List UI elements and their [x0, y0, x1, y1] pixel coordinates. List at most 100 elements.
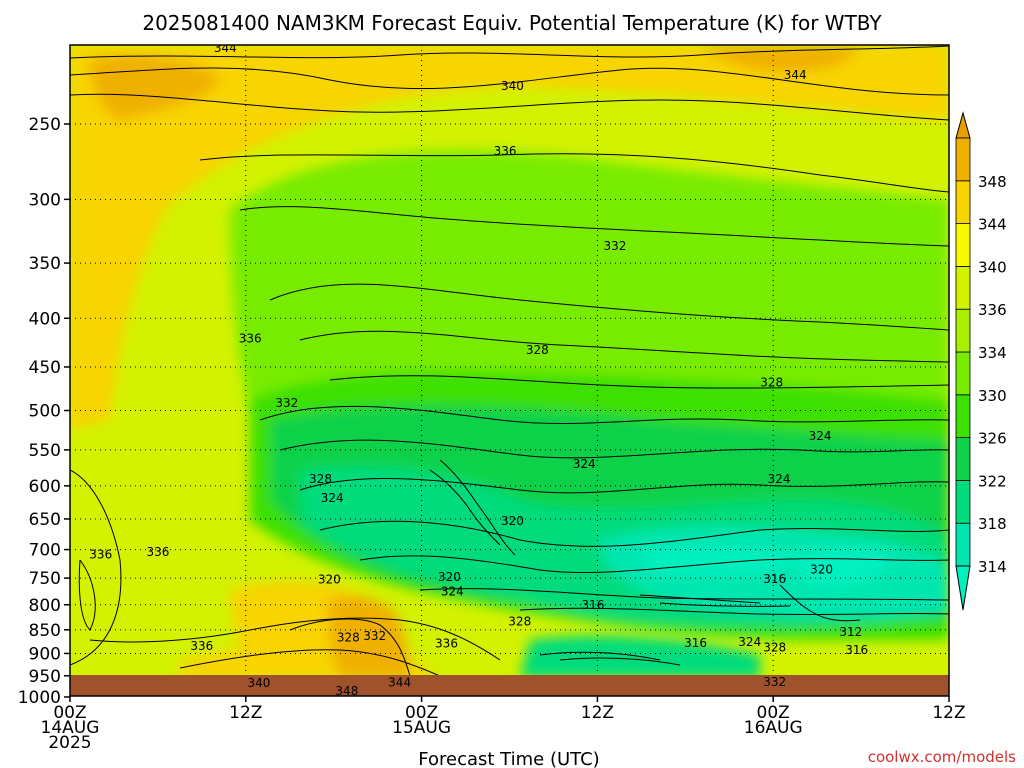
contour-label: 336 — [89, 547, 112, 561]
colorbar-swatch — [955, 308, 971, 353]
chart-title: 2025081400 NAM3KM Forecast Equiv. Potent… — [142, 11, 882, 35]
contour-label: 340 — [248, 676, 271, 690]
x-tick-label: 12Z — [932, 703, 965, 723]
contour-label: 332 — [604, 239, 627, 253]
colorbar-label: 330 — [978, 387, 1007, 405]
contour-label: 336 — [190, 639, 213, 653]
y-tick-label: 950 — [29, 667, 61, 687]
contour-label: 332 — [275, 396, 298, 410]
colorbar-swatch — [955, 223, 971, 267]
contour-label: 336 — [146, 545, 169, 559]
colorbar-extend-bottom — [955, 565, 971, 611]
colorbar-swatch — [955, 265, 971, 310]
y-tick-label: 900 — [29, 644, 61, 664]
contour-label: 324 — [809, 429, 832, 443]
contour-318 — [359, 555, 949, 574]
contour-label: 336 — [239, 331, 262, 345]
contour-surface-1 — [539, 651, 661, 661]
contour-label: 324 — [573, 457, 596, 471]
colorbar-label: 334 — [978, 344, 1007, 362]
contour-label: 336 — [435, 637, 458, 651]
contour-label: 316 — [582, 598, 605, 612]
y-tick-label: 800 — [29, 596, 61, 616]
x-tick-label: 16AUG — [744, 718, 803, 738]
contour-label: 344 — [388, 675, 411, 689]
contour-316 — [419, 588, 949, 601]
x-tick-label: 14AUG — [41, 718, 100, 738]
x-tick-label: 12Z — [581, 703, 614, 723]
contour-340 — [70, 93, 949, 121]
contour-324 — [279, 439, 949, 459]
plot-area: 3443443403443363323363283283323243243283… — [70, 41, 949, 698]
contour-label: 328 — [337, 631, 360, 645]
contour-label: 312 — [839, 625, 862, 639]
x-tick-label: 12Z — [229, 703, 262, 723]
x-axis-label: Forecast Time (UTC) — [418, 749, 599, 768]
region-336-west — [70, 430, 124, 660]
contour-label: 332 — [363, 629, 386, 643]
plot-frame — [69, 44, 950, 697]
colorbar-label: 318 — [978, 515, 1007, 533]
contour-label: 324 — [321, 491, 344, 505]
y-tick-label: 450 — [29, 358, 61, 378]
contour-label: 328 — [760, 375, 783, 389]
colorbar-swatch — [955, 137, 971, 182]
region-below-314 — [640, 547, 810, 575]
contour-label: 320 — [438, 570, 461, 584]
colorbar: 314 318 322 326 330 334 336 340 344 348 — [955, 111, 1007, 611]
contour-label: 320 — [501, 514, 524, 528]
y-tick-label: 400 — [29, 309, 61, 329]
ground-below-surface — [70, 675, 949, 696]
colorbar-label: 326 — [978, 430, 1007, 448]
contour-label: 344 — [214, 41, 237, 55]
contour-labels: 3443443403443363323363283283323243243283… — [89, 41, 868, 698]
colorbar-swatch — [955, 180, 971, 225]
region-348-top-east — [700, 45, 860, 72]
region-344 — [70, 45, 949, 320]
contour-label: 328 — [763, 640, 786, 654]
x-tick-label: 15AUG — [392, 718, 451, 738]
contour-328-upper — [299, 330, 949, 363]
contour-lines — [70, 45, 949, 677]
contour-328 — [329, 375, 949, 389]
colorbar-swatch — [955, 522, 971, 567]
colorbar-swatch — [955, 394, 971, 438]
colorbar-swatch — [955, 437, 971, 481]
colorbar-swatch — [955, 479, 971, 524]
colorbar-extend-top — [955, 111, 971, 139]
contour-label: 316 — [845, 643, 868, 657]
x-tick-label: 00Z — [53, 703, 86, 723]
y-tick-label: 350 — [29, 254, 61, 274]
credit-link[interactable]: coolwx.com/models — [868, 748, 1016, 766]
colorbar-label: 344 — [978, 216, 1007, 234]
y-tick-label: 500 — [29, 402, 61, 422]
contour-322 — [299, 477, 949, 494]
contour-label: 328 — [508, 614, 531, 628]
gridlines — [70, 45, 949, 696]
colorbar-label: 340 — [978, 258, 1007, 276]
contour-label: 324 — [441, 585, 464, 599]
colorbar-swatch — [955, 351, 971, 396]
contour-314 — [519, 607, 949, 616]
contour-steep-1 — [429, 469, 501, 546]
contour-344 — [70, 67, 949, 96]
contour-label: 340 — [501, 79, 524, 93]
colorbar-label: 314 — [978, 558, 1007, 576]
contour-label: 316 — [763, 572, 786, 586]
contour-348 — [70, 45, 949, 59]
y-tick-label: 600 — [29, 477, 61, 497]
contour-label: 320 — [318, 573, 341, 587]
contour-label: 348 — [335, 684, 358, 698]
contour-336-west — [70, 469, 122, 666]
contour-320 — [319, 520, 949, 547]
colorbar-label: 348 — [978, 173, 1007, 191]
contour-frontal-2 — [659, 602, 791, 607]
contour-336 — [199, 153, 949, 193]
contour-326 — [259, 405, 949, 425]
y-tick-label: 300 — [29, 190, 61, 210]
colorbar-label: 322 — [978, 472, 1007, 490]
contour-surface-2 — [559, 657, 681, 666]
contour-label: 324 — [738, 635, 761, 649]
